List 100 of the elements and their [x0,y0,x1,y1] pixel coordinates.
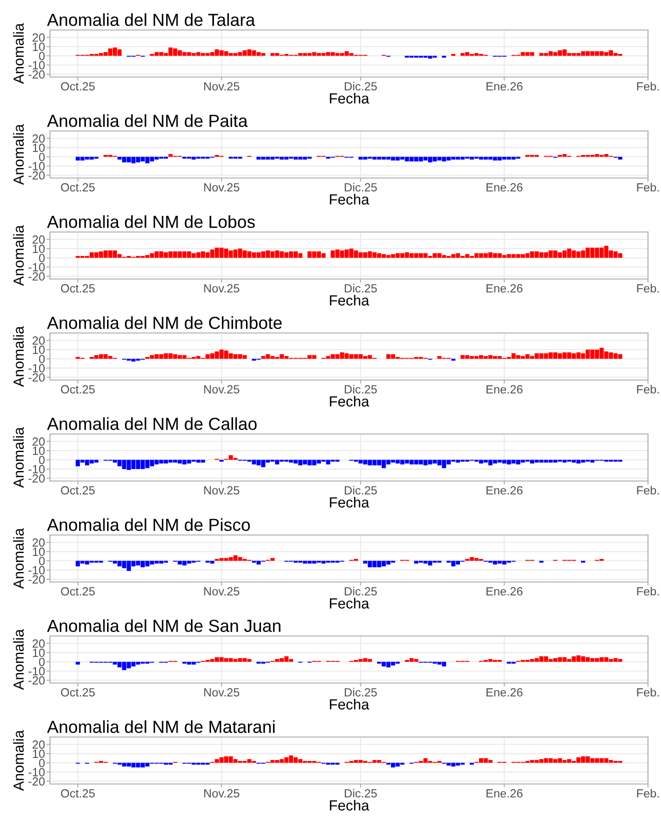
x-tick-label: Ene.26 [486,486,522,495]
y-tick-label: -20 [28,70,45,79]
y-axis-title: Anomalia [13,427,24,488]
y-tick-label: 20 [32,134,45,143]
y-tick-label: 10 [32,446,45,455]
chart-title: Anomalia del NM de Lobos [47,215,255,228]
y-tick-label: -10 [28,162,45,170]
x-axis-title: Fecha [330,698,370,710]
x-tick-label: Ene.26 [486,183,522,192]
x-tick-label: Dic.25 [344,384,377,394]
y-tick-label: 0 [39,354,45,364]
x-tick-label: Dic.25 [344,82,377,91]
bar [270,251,275,258]
bar [200,251,206,258]
y-tick-label: 20 [32,33,45,42]
bar [98,251,104,258]
x-tick-label: Oct.25 [60,385,95,394]
y-tick-label: 20 [32,336,45,345]
x-tick-label: Nov.25 [204,183,240,192]
x-axis-title: Fecha [330,194,370,205]
x-axis-title: Fecha [330,396,370,407]
chart-title: Anomalia del NM de Paita [47,114,248,128]
bar [594,51,600,56]
chart-title: Anomalia del NM de Chimbote [47,316,282,330]
bar [168,251,173,258]
x-axis-title: Fecha [330,496,370,508]
y-axis-title: Anomalia [13,528,24,589]
y-tick-label: 20 [32,437,45,446]
bar [117,49,122,56]
x-tick-label: Feb. [637,82,659,91]
y-tick-label: 20 [32,538,45,547]
x-tick-label: Oct.25 [60,183,95,192]
x-tick-label: Ene.26 [486,587,522,596]
chart-title: Anomalia del NM de San Juan [47,619,280,632]
bar [594,248,600,258]
y-tick-label: -20 [28,171,45,180]
bar [219,350,224,359]
y-tick-label: 0 [39,758,45,768]
y-tick-label: -20 [28,373,45,382]
y-tick-label: 10 [32,144,45,152]
y-tick-label: 0 [39,152,45,162]
x-tick-label: Nov.25 [204,82,240,91]
y-tick-label: 0 [39,456,45,464]
bar [594,658,600,662]
bar [492,356,498,359]
x-axis-title: Fecha [330,800,370,811]
y-tick-label: -10 [28,465,45,474]
bar [525,253,530,258]
y-tick-label: -20 [28,272,45,281]
bar [98,53,104,56]
x-tick-label: Dic.25 [344,788,377,798]
bar [219,757,224,763]
x-tick-label: Dic.25 [344,284,377,293]
y-tick-label: 0 [39,254,45,262]
bar [270,356,275,359]
x-tick-label: Nov.25 [204,688,240,697]
bar [200,53,206,56]
x-tick-label: Feb. [637,688,659,697]
y-tick-label: 10 [32,548,45,556]
y-axis-title: Anomalia [13,23,24,84]
bar [98,354,104,359]
y-tick-label: -20 [28,575,45,584]
chart-title: Anomalia del NM de Matarani [47,720,275,734]
bar [474,253,479,258]
x-tick-label: Dic.25 [344,182,377,192]
bar [544,252,548,258]
x-tick-label: Dic.25 [344,486,377,495]
x-tick-label: Dic.25 [344,586,377,596]
bar [474,53,479,56]
y-tick-label: -20 [28,676,45,685]
y-tick-label: 20 [32,235,45,244]
y-tick-label: -10 [28,263,45,272]
chart-title: Anomalia del NM de Callao [47,417,257,430]
bar [544,656,548,662]
x-tick-label: Nov.25 [204,284,240,293]
bar [219,248,224,258]
y-tick-label: 10 [32,648,45,657]
x-tick-label: Oct.25 [60,284,95,293]
bar [525,354,530,359]
bar [76,662,80,665]
x-tick-label: Feb. [637,384,659,394]
x-tick-label: Nov.25 [204,486,240,495]
x-tick-label: Oct.25 [60,688,95,697]
y-tick-label: 0 [39,52,45,60]
x-tick-label: Ene.26 [486,82,522,91]
x-tick-label: Feb. [637,486,659,495]
bar [594,758,600,763]
x-tick-label: Dic.25 [344,688,377,697]
y-tick-label: -10 [28,61,45,70]
x-tick-label: Feb. [637,586,659,596]
bar [423,253,428,258]
y-tick-label: -10 [28,566,45,574]
bar [594,350,600,359]
bar [168,48,173,56]
bar [321,253,326,258]
y-tick-label: 10 [32,244,45,253]
x-tick-label: Ene.26 [486,284,522,293]
x-tick-label: Ene.26 [486,688,522,697]
y-tick-label: -20 [28,777,45,786]
bar [219,50,224,56]
